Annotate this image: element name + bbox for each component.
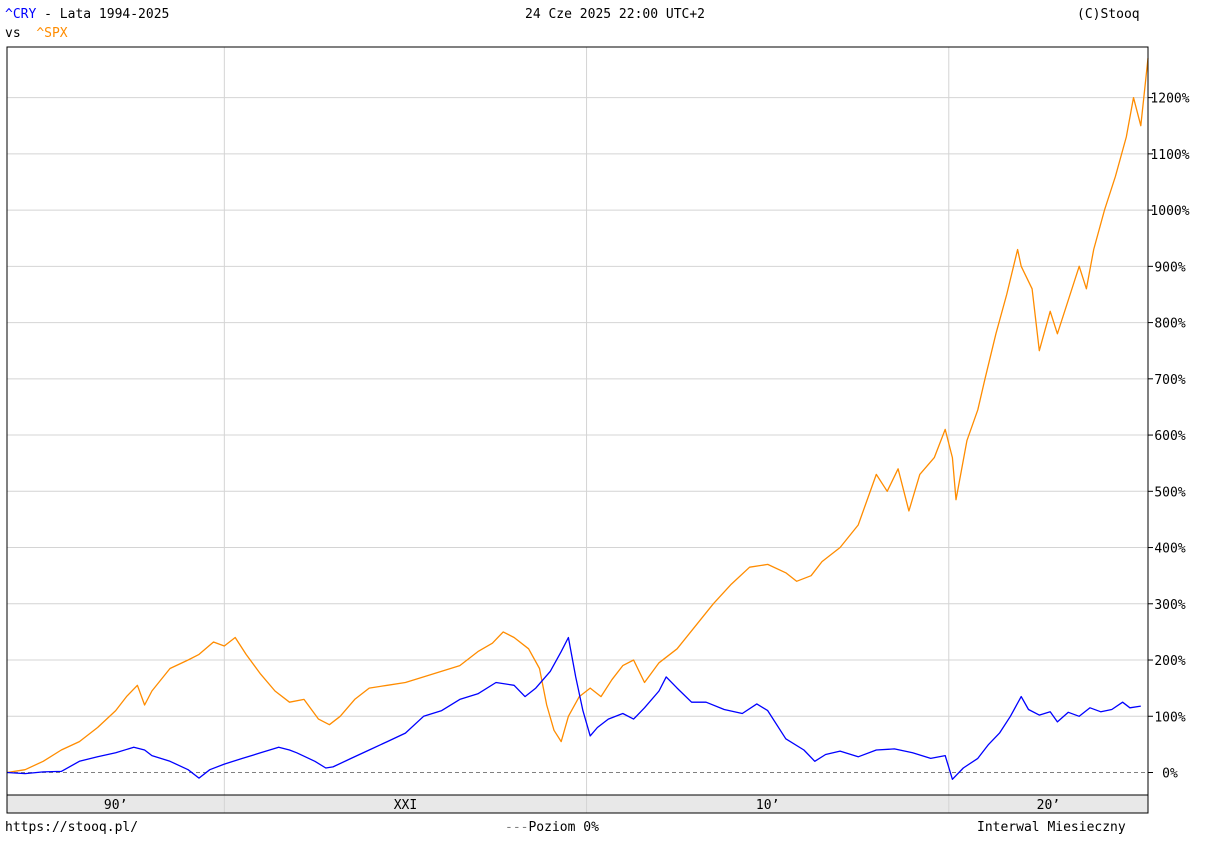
chart-timestamp: 24 Cze 2025 22:00 UTC+2 — [525, 7, 706, 22]
y-tick-label-8: 800% — [1154, 317, 1185, 332]
y-tick-label-0: 0% — [1162, 767, 1178, 782]
zero-level-label: Poziom 0% — [528, 820, 599, 835]
y-tick-label-9: 900% — [1154, 260, 1185, 275]
y-tick-label-11: 1100% — [1150, 148, 1189, 163]
y-tick-label-10: 1000% — [1150, 204, 1189, 219]
zero-level-legend: ---Poziom 0% — [505, 820, 599, 836]
x-era-label-0: 90’ — [104, 798, 127, 813]
era-band — [7, 795, 1148, 813]
compare-line: vs ^SPX — [5, 26, 68, 42]
series-line-spx — [6, 58, 1149, 774]
y-tick-label-2: 200% — [1154, 654, 1185, 669]
title-line: ^CRY - Lata 1994-2025 — [5, 7, 169, 23]
x-era-label-2: 10’ — [756, 798, 779, 813]
y-tick-label-3: 300% — [1154, 598, 1185, 613]
symbol-cry-label[interactable]: ^CRY — [5, 7, 37, 22]
y-axis: 0% 100% 200% 300% 400% 500% 600% 700% 800% 900% 10… — [1148, 92, 1190, 782]
vs-label: vs — [5, 26, 21, 41]
x-era-label-1: XXI — [394, 798, 417, 813]
y-tick-label-1: 100% — [1154, 710, 1185, 725]
series-line-cry — [6, 636, 1141, 780]
symbol-spx-label[interactable]: ^SPX — [36, 26, 68, 41]
copyright-label: (C)Stooq — [1077, 7, 1140, 22]
x-era-label-3: 20’ — [1037, 798, 1060, 813]
y-tick-label-5: 500% — [1154, 485, 1185, 500]
x-axis: 90’ XXI 10’ 20’ — [104, 798, 1060, 813]
y-tick-label-7: 700% — [1154, 373, 1185, 388]
series — [6, 58, 1149, 780]
site-url-link[interactable]: https://stooq.pl/ — [5, 820, 139, 835]
plot-frame — [6, 46, 1149, 814]
y-tick-label-4: 400% — [1154, 542, 1185, 557]
title-period: - Lata 1994-2025 — [36, 7, 170, 22]
y-tick-label-6: 600% — [1154, 429, 1185, 444]
interval-label: Interwal Miesieczny — [977, 820, 1126, 835]
grid — [7, 47, 1148, 813]
zero-level-marker: --- — [505, 820, 529, 835]
y-tick-label-12: 1200% — [1150, 92, 1189, 107]
